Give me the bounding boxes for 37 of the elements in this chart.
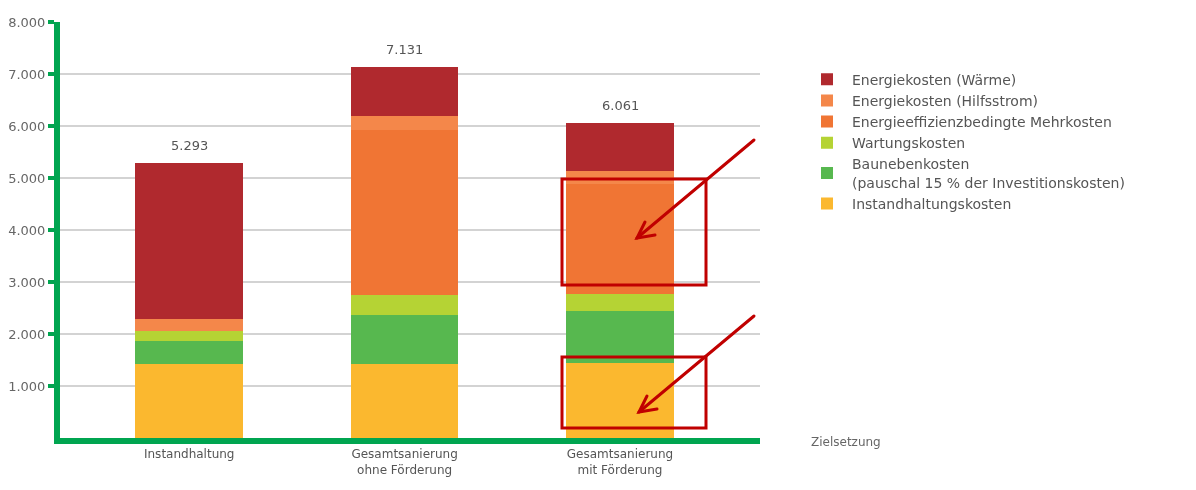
bar bbox=[350, 67, 459, 116]
y-tick-label: 8.000 bbox=[8, 14, 46, 30]
legend-label: Energieeffizienzbedingte Mehrkosten bbox=[852, 114, 1112, 131]
bar bbox=[566, 293, 674, 312]
legend-label: Instandhaltungskosten bbox=[852, 195, 1012, 212]
bar bbox=[566, 311, 674, 364]
y-tick-label: 7.000 bbox=[8, 66, 46, 82]
text: Zielsetzung bbox=[811, 435, 881, 449]
bar bbox=[566, 363, 674, 438]
x-tick-label: Instandhaltung bbox=[143, 447, 235, 462]
y-tick-label: 5.000 bbox=[8, 170, 46, 186]
y-tick-label: 3.000 bbox=[8, 274, 46, 290]
total-label: 7.131 bbox=[386, 42, 424, 57]
bar bbox=[566, 184, 674, 294]
y-tick-label: 6.000 bbox=[8, 118, 46, 134]
bar bbox=[135, 162, 244, 319]
bar bbox=[350, 363, 459, 438]
bar bbox=[350, 315, 459, 364]
legend-label: Energiekosten (Wärme) bbox=[852, 71, 1017, 88]
bar bbox=[135, 318, 244, 332]
bar bbox=[350, 295, 459, 316]
total-label: 5.293 bbox=[171, 138, 209, 153]
x-tick-label: Gesamtsanierung mit Förderung bbox=[566, 447, 674, 477]
bar bbox=[566, 122, 674, 172]
bar bbox=[135, 363, 244, 438]
total-label: 6.061 bbox=[602, 98, 640, 113]
bar bbox=[350, 129, 459, 295]
y-tick-label: 1.000 bbox=[8, 378, 46, 394]
legend-label: Baunebenkosten (pauschal 15 % der Investitionskosten) bbox=[852, 156, 1125, 191]
bar bbox=[135, 340, 244, 364]
legend-label: Energiekosten (Hilfsstrom) bbox=[852, 92, 1039, 109]
x-tick-label: Gesamtsanierung ohne Förderung bbox=[351, 447, 458, 477]
y-tick-label: 2.000 bbox=[8, 326, 46, 342]
bar bbox=[350, 115, 459, 130]
legend-label: Wartungskosten bbox=[852, 135, 966, 152]
y-tick-label: 4.000 bbox=[8, 222, 46, 238]
bar bbox=[135, 331, 244, 341]
